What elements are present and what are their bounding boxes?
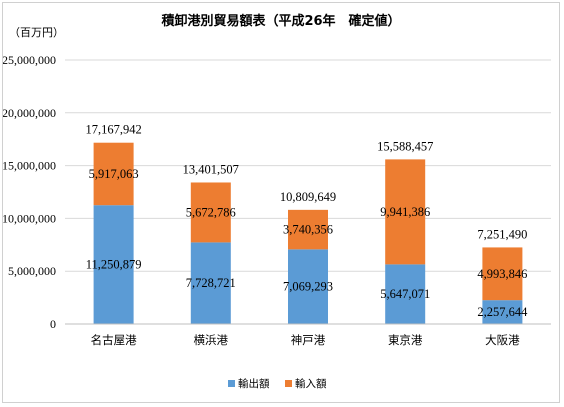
y-tick-label: 25,000,000 <box>3 53 56 67</box>
data-label: 4,993,846 <box>477 267 527 281</box>
legend-swatch-export <box>228 380 235 387</box>
bar-export <box>190 242 231 324</box>
bar-import <box>482 247 523 301</box>
y-tick-label: 0 <box>50 317 56 331</box>
total-label: 15,588,457 <box>377 139 433 153</box>
data-label: 2,257,644 <box>477 305 528 319</box>
x-tick-label: 神戸港 <box>291 333 326 347</box>
bar-export <box>288 249 328 324</box>
x-axis: 名古屋港 横浜港 神戸港 東京港 大阪港 <box>91 333 521 347</box>
data-label: 5,647,071 <box>380 287 430 301</box>
y-tick-label: 15,000,000 <box>3 159 56 173</box>
bar-import <box>288 209 328 250</box>
total-label: 10,809,649 <box>280 190 336 204</box>
chart-frame: 積卸港別貿易額表（平成26年 確定値） （百万円） 11,250,879 5,91… <box>2 2 560 403</box>
data-label: 5,672,786 <box>186 205 236 219</box>
total-label: 7,251,490 <box>477 227 527 241</box>
data-label: 9,941,386 <box>380 205 430 219</box>
bar-export <box>482 300 523 324</box>
data-label: 5,917,063 <box>89 167 139 181</box>
bars <box>93 142 523 324</box>
data-labels: 11,250,879 5,917,063 17,167,942 7,728,721 5,… <box>85 123 528 319</box>
bar-import <box>385 159 426 265</box>
legend-label: 輸入額 <box>295 377 327 390</box>
y-unit-label: （百万円） <box>9 26 64 39</box>
data-label: 7,069,293 <box>283 280 333 294</box>
bar-export <box>385 264 426 324</box>
chart-title: 積卸港別貿易額表（平成26年 確定値） <box>160 13 400 29</box>
legend-label: 輸出額 <box>238 377 270 390</box>
y-tick-label: 10,000,000 <box>3 211 56 225</box>
bar-import <box>93 142 134 206</box>
x-tick-label: 名古屋港 <box>91 333 137 347</box>
x-tick-label: 東京港 <box>388 333 423 347</box>
y-tick-label: 20,000,000 <box>3 106 56 120</box>
legend-swatch-import <box>285 380 292 387</box>
data-label: 3,740,356 <box>283 223 333 237</box>
legend: 輸出額 輸入額 <box>228 377 327 390</box>
data-label: 7,728,721 <box>186 276 236 290</box>
x-tick-label: 大阪港 <box>485 333 520 347</box>
gridlines <box>65 59 551 272</box>
total-label: 17,167,942 <box>85 123 141 137</box>
y-axis: 0 5,000,000 10,000,000 15,000,000 20,000,000… <box>3 53 551 331</box>
x-tick-label: 横浜港 <box>194 333 229 347</box>
stacked-bar-chart: 積卸港別貿易額表（平成26年 確定値） （百万円） 11,250,879 5,91… <box>3 13 551 390</box>
bar-export <box>93 205 134 324</box>
data-label: 11,250,879 <box>86 258 142 272</box>
bar-import <box>190 182 231 243</box>
y-tick-label: 5,000,000 <box>8 264 56 278</box>
total-label: 13,401,507 <box>183 162 239 176</box>
